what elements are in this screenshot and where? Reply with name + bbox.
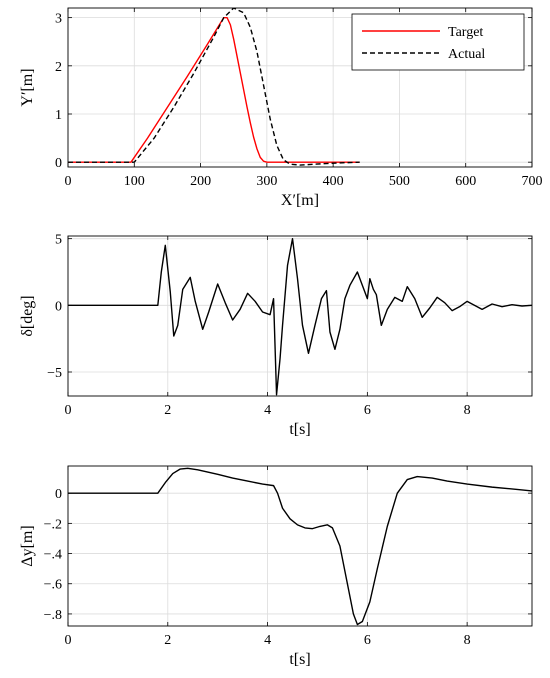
x-tick-label: 8 xyxy=(464,403,471,418)
plot-area xyxy=(68,236,532,396)
x-tick-label: 500 xyxy=(389,174,410,189)
legend-box xyxy=(351,13,525,71)
signal-series-line xyxy=(68,467,532,626)
x-tick-label: 400 xyxy=(323,174,344,189)
y-tick-label: 0 xyxy=(55,156,62,171)
target-series-line xyxy=(68,16,360,163)
x-tick-label: 0 xyxy=(65,403,72,418)
x-tick-label: 100 xyxy=(124,174,145,189)
x-tick-label: 200 xyxy=(190,174,211,189)
y-tick-label: −.8 xyxy=(44,608,62,623)
x-tick-label: 0 xyxy=(65,633,72,648)
x-axis-label: t[s] xyxy=(289,651,310,668)
x-tick-label: 0 xyxy=(65,174,72,189)
x-tick-label: 6 xyxy=(364,403,371,418)
x-tick-label: 2 xyxy=(164,403,171,418)
x-tick-label: 4 xyxy=(264,633,271,648)
y-tick-label: 1 xyxy=(55,108,62,123)
actual-series-line xyxy=(68,8,360,166)
legend-label: Actual xyxy=(448,47,485,62)
y-tick-label: −5 xyxy=(47,366,62,381)
x-tick-label: 4 xyxy=(264,403,271,418)
x-tick-label: 700 xyxy=(522,174,543,189)
y-axis-label: Y′[m] xyxy=(19,68,36,106)
axes-frame xyxy=(67,235,533,397)
lateral-error-plot: 0 2 4 6 8 −.8 −.6 −.4 −.2 0 t[s] Δy[m] xyxy=(19,465,533,668)
signal-series-line xyxy=(68,237,532,396)
y-tick-label: 0 xyxy=(55,487,62,502)
y-axis-label: δ[deg] xyxy=(19,295,36,336)
x-tick-label: 8 xyxy=(464,633,471,648)
axes-frame xyxy=(67,7,533,168)
y-tick-label: −.4 xyxy=(44,548,62,563)
y-axis-label: Δy[m] xyxy=(19,525,36,566)
x-axis-label: t[s] xyxy=(289,421,310,438)
y-tick-label: 3 xyxy=(55,12,62,27)
x-tick-label: 300 xyxy=(256,174,277,189)
x-tick-label: 6 xyxy=(364,633,371,648)
y-tick-label: −.2 xyxy=(44,517,62,532)
trajectory-plot: 0 100 200 300 400 500 600 700 0 1 2 3 X′[m] Y′[m] Targ… xyxy=(19,7,543,209)
y-tick-label: 2 xyxy=(55,60,62,75)
y-tick-label: 5 xyxy=(55,233,62,248)
legend: Target Actual xyxy=(351,13,525,71)
x-tick-label: 2 xyxy=(164,633,171,648)
axes-frame xyxy=(67,465,533,627)
y-tick-label: 0 xyxy=(55,299,62,314)
y-tick-label: −.6 xyxy=(44,578,62,593)
steering-angle-plot: 0 2 4 6 8 −5 0 5 t[s] δ[deg] xyxy=(19,233,533,438)
x-tick-label: 600 xyxy=(455,174,476,189)
x-axis-label: X′[m] xyxy=(281,192,319,209)
legend-label: Target xyxy=(448,25,483,40)
plot-area xyxy=(68,466,532,626)
